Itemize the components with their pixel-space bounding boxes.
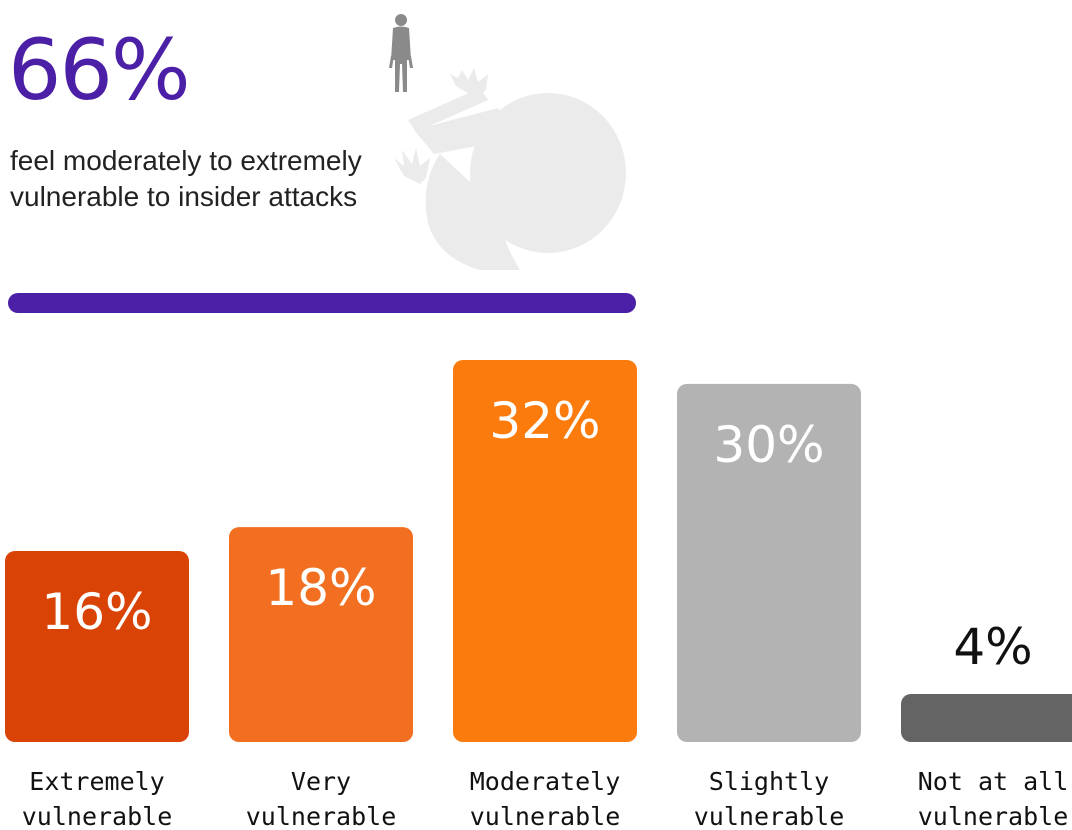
bar-value-label-3: 32% [489,392,600,450]
bar-4 [677,383,861,742]
category-label-2-line-2: vulnerable [246,802,397,830]
bar-value-label-2: 18% [265,559,376,617]
category-label-3-line-2: vulnerable [470,802,621,830]
shadow-monster-icon [394,68,626,270]
section-divider [8,293,636,313]
insider-shadow-illustration [389,14,626,270]
bar-value-label-5: 4% [953,618,1032,676]
category-label-1-line-2: vulnerable [22,802,173,830]
headline-percentage: 66% [8,21,191,119]
person-icon [389,14,413,92]
category-label-5-line-2: vulnerable [918,802,1069,830]
category-label-4-line-1: Slightly [709,767,829,796]
bar-1 [5,551,189,742]
category-label-4-line-2: vulnerable [694,802,845,830]
category-label-5-line-1: Not at all [918,767,1069,796]
bar-5 [901,694,1072,742]
headline-description: feel moderately to extremely vulnerable … [10,145,362,212]
category-label-1-line-1: Extremely [29,767,164,796]
bar-2 [229,527,413,742]
bar-value-label-4: 30% [713,416,824,474]
bar-value-label-1: 16% [41,583,152,641]
category-label-3-line-1: Moderately [470,767,621,796]
category-label-2-line-1: Very [291,767,351,796]
bar-3 [453,360,637,742]
